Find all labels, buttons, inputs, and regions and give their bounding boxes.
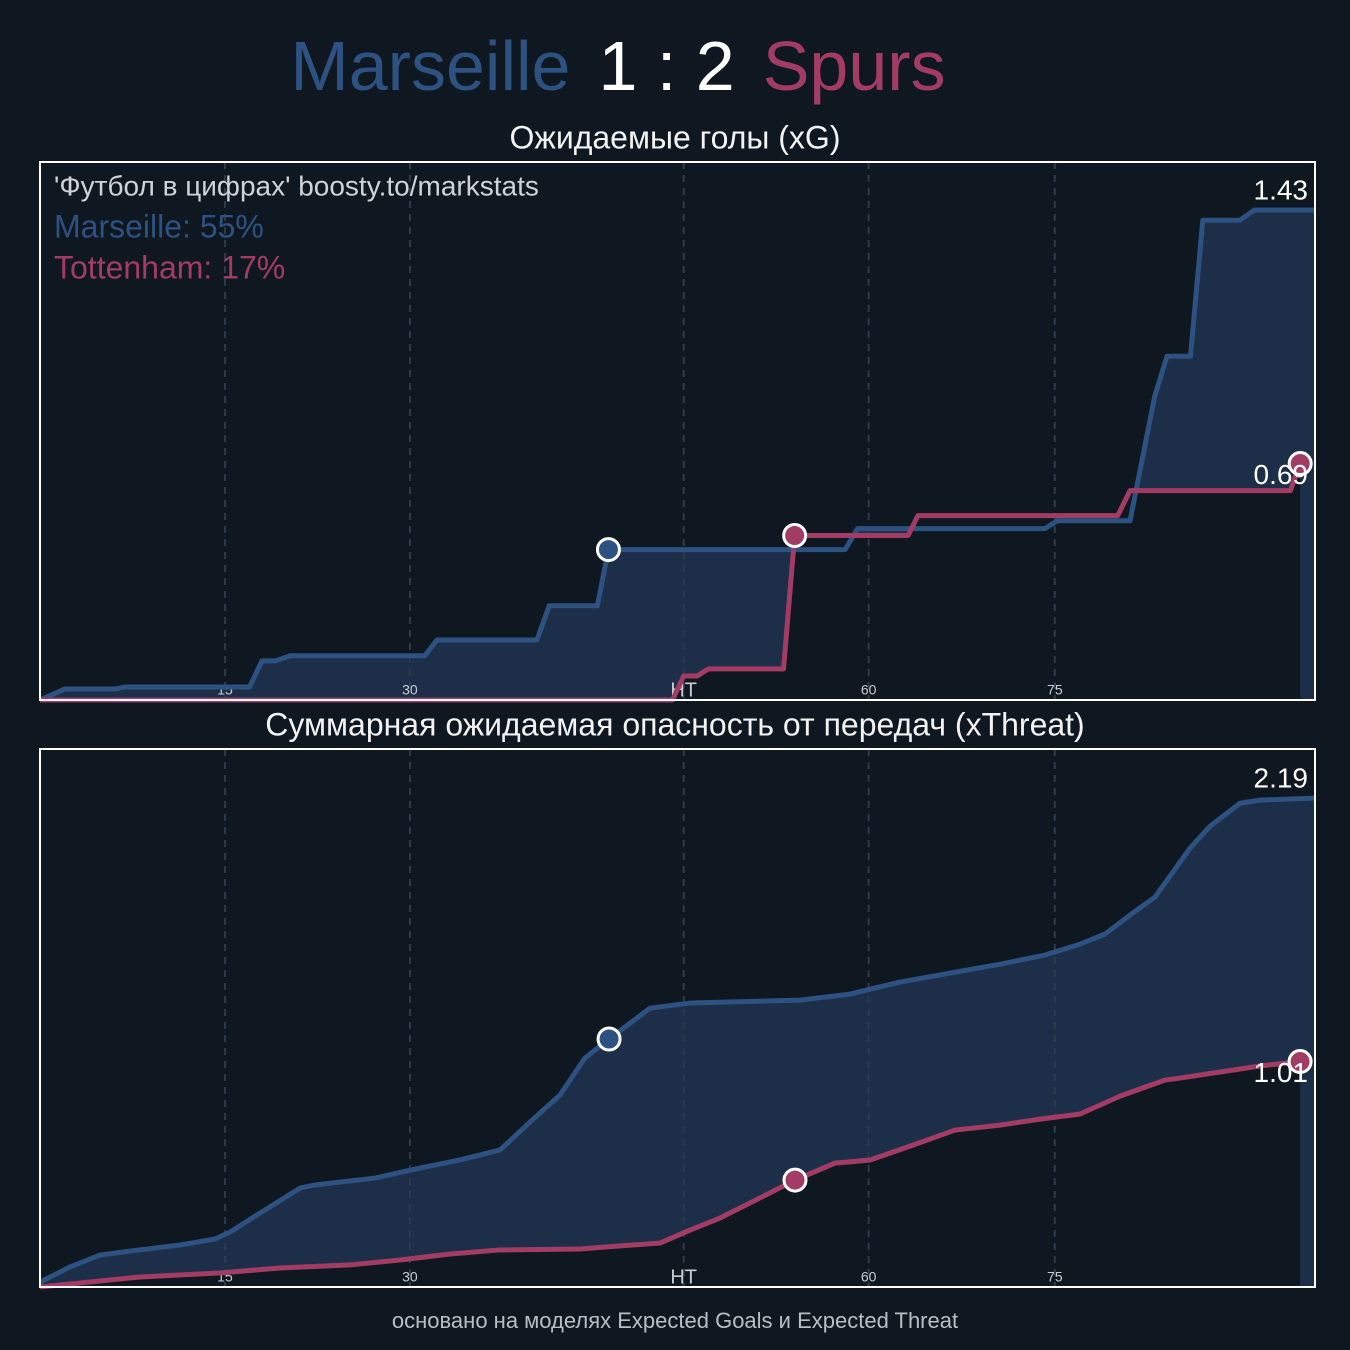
goal-marker: [1287, 451, 1313, 477]
x-tick-label: 30: [402, 1269, 418, 1285]
plot-frame: [39, 161, 1316, 701]
line: [39, 1059, 1301, 1290]
score: 1 : 2: [598, 27, 734, 105]
x-tick-label: 75: [1047, 1269, 1063, 1285]
x-tick-label: 75: [1047, 682, 1063, 698]
footer: основано на моделях Expected Goals и Exp…: [392, 1308, 958, 1333]
x-tick-label: 15: [217, 682, 233, 698]
match-title: Marseille 1 : 2 Spurs: [290, 27, 945, 105]
area-mask: [40, 1061, 1301, 1287]
x-tick-label: 60: [861, 1269, 877, 1285]
goal-marker: [1287, 1049, 1313, 1075]
area-mask: [40, 463, 1301, 700]
chart-title: Суммарная ожидаемая опасность от передач…: [265, 706, 1084, 742]
x-tick-label: 30: [402, 682, 418, 698]
goal-marker: [596, 1026, 622, 1052]
goal-marker: [782, 523, 808, 549]
end-value-label: 1.01: [1254, 1057, 1309, 1088]
x-tick-label: HT: [670, 1266, 697, 1288]
end-value-label: 2.19: [1254, 763, 1309, 794]
line: [38, 207, 1315, 703]
x-tick-label: 60: [861, 682, 877, 698]
annotation: 'Футбол в цифрах' boosty.to/markstats: [54, 170, 539, 201]
away-team: Spurs: [763, 27, 946, 105]
annotation: Tottenham: 17%: [54, 249, 285, 285]
end-value-label: 0.69: [1254, 459, 1309, 490]
goal-marker: [782, 1167, 808, 1193]
end-value-label: 1.43: [1254, 174, 1309, 205]
goal-marker: [595, 537, 621, 563]
chart-title: Ожидаемые голы (xG): [510, 119, 841, 155]
home-team: Marseille: [290, 27, 570, 105]
plot-frame: [39, 748, 1316, 1288]
annotation: Marseille: 55%: [54, 208, 264, 244]
